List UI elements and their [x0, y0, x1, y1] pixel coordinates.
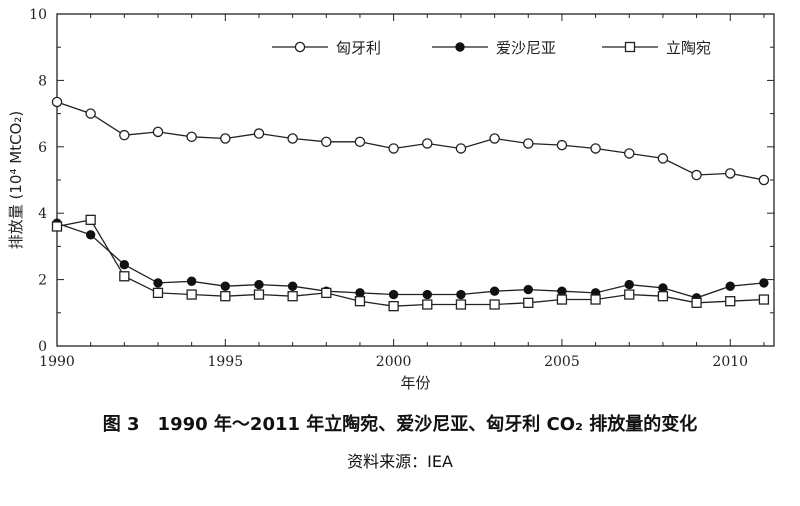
series-3-point — [556, 294, 568, 305]
series-1-point — [691, 169, 702, 181]
series-2-point — [725, 281, 735, 291]
series-1-point — [51, 96, 63, 108]
y-tick-label: 2 — [38, 273, 47, 289]
y-tick-label: 6 — [38, 140, 47, 156]
y-axis-label: 排放量 (10⁴ MtCO₂) — [7, 111, 25, 249]
series-3-point — [321, 287, 332, 299]
series-3-point — [657, 291, 669, 302]
series-3-point — [758, 294, 770, 305]
series-2-point — [119, 259, 130, 270]
series-1-point — [489, 133, 500, 144]
series-1-point — [624, 148, 635, 159]
series-2-point — [523, 284, 533, 295]
figure-caption: 图 3 1990 年～2011 年立陶宛、爱沙尼亚、匈牙利 CO₂ 排放量的变化 — [102, 414, 698, 435]
series-1-point — [287, 133, 298, 144]
legend-marker-2 — [455, 42, 465, 52]
series-1-point — [590, 143, 601, 154]
legend-label-3: 立陶宛 — [666, 39, 711, 57]
legend-marker-3 — [624, 41, 636, 53]
x-tick-label: 1995 — [207, 354, 243, 370]
series-3-point — [152, 287, 164, 299]
legend-label-2: 爱沙尼亚 — [496, 39, 556, 57]
series-3-point — [523, 297, 534, 308]
series-3-point — [51, 221, 63, 232]
series-2-point — [658, 283, 668, 293]
line-chart: 0 2 4 6 8 10 1990 1995 2000 2005 2010 匈牙利 爱沙尼亚 立陶宛 年… — [7, 7, 775, 392]
series-1-point — [119, 129, 130, 141]
legend-label-1: 匈牙利 — [336, 39, 381, 57]
series-2-point — [422, 289, 432, 300]
series-3-point — [590, 294, 601, 305]
series-2-point — [85, 230, 96, 240]
series-2-point — [220, 281, 231, 291]
series-3-point — [388, 301, 399, 312]
series-3-point — [253, 289, 265, 300]
series-1-point — [556, 139, 568, 151]
series-3-point — [691, 297, 702, 308]
y-tick-label: 0 — [38, 339, 47, 355]
legend: 匈牙利 爱沙尼亚 立陶宛 — [272, 39, 711, 57]
series-3-point — [220, 291, 231, 302]
x-tick-label: 2005 — [544, 354, 580, 370]
series-3-point — [422, 299, 433, 310]
series-1-point — [724, 168, 736, 179]
series-1-point — [455, 143, 467, 154]
series-line-3 — [56, 219, 764, 307]
series-3-point — [725, 296, 736, 307]
series-3-point — [489, 299, 500, 310]
y-tick-label: 4 — [38, 206, 47, 222]
x-tick-label: 1990 — [39, 354, 75, 370]
legend-marker-1 — [294, 41, 306, 53]
series-1-point — [758, 174, 770, 186]
series-3-point — [186, 289, 197, 300]
figure-source: 资料来源：IEA — [347, 452, 453, 471]
series-2-point — [557, 286, 567, 296]
series-1-point — [253, 128, 265, 139]
series-2-point — [355, 288, 365, 298]
series-3-point — [624, 289, 635, 300]
series-1-point — [85, 108, 96, 119]
series-2-point — [456, 289, 466, 300]
series-2-point — [153, 278, 163, 288]
y-tick-label: 8 — [38, 73, 47, 89]
series-2-point — [388, 289, 399, 300]
series-lines — [56, 101, 765, 307]
y-tick-label: 10 — [29, 7, 47, 23]
series-1-point — [152, 126, 164, 138]
series-2-point — [186, 276, 197, 286]
series-markers — [51, 96, 770, 312]
series-1-point — [186, 131, 197, 143]
series-2-point — [759, 278, 769, 288]
x-tick-label: 2000 — [376, 354, 412, 370]
x-tick-label: 2010 — [712, 354, 748, 370]
series-1-point — [657, 153, 669, 164]
series-1-point — [354, 136, 366, 148]
series-2-point — [254, 279, 264, 290]
series-3-point — [287, 291, 298, 302]
series-1-point — [321, 136, 332, 148]
series-2-point — [489, 286, 500, 296]
series-1-point — [388, 143, 399, 154]
series-3-point — [119, 271, 130, 282]
axis-ticks: 0 2 4 6 8 10 1990 1995 2000 2005 2010 — [29, 7, 774, 370]
series-3-point — [354, 296, 366, 307]
series-1-point — [422, 138, 433, 149]
series-3-point — [455, 299, 467, 310]
series-3-point — [85, 214, 96, 225]
x-axis-label: 年份 — [400, 374, 430, 392]
series-2-point — [287, 281, 298, 291]
series-line-2 — [56, 222, 764, 299]
series-1-point — [523, 138, 534, 149]
series-line-1 — [56, 101, 765, 181]
series-1-point — [220, 133, 231, 144]
series-2-point — [624, 279, 634, 290]
